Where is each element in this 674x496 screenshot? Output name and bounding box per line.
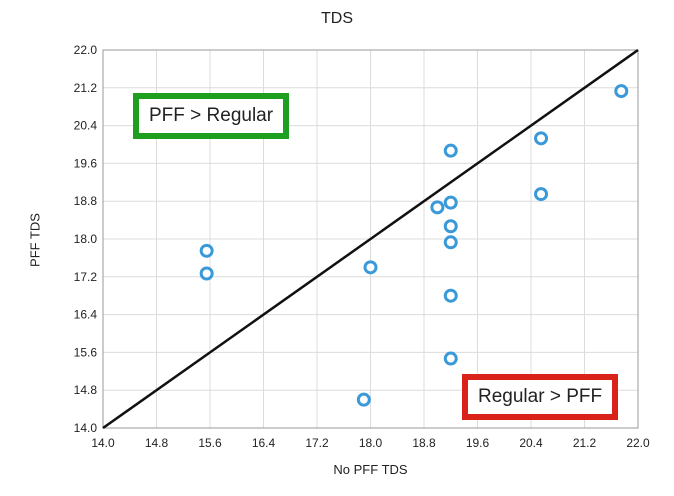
y-tick-label: 21.2 (74, 81, 98, 95)
reference-line (102, 48, 639, 430)
y-tick-label: 20.4 (74, 119, 98, 133)
scatter-point (614, 84, 629, 99)
y-tick-label: 19.6 (74, 156, 98, 170)
y-tick-label: 17.2 (74, 270, 98, 284)
scatter-point (534, 131, 549, 146)
x-tick-label: 14.0 (91, 436, 115, 450)
scatter-point (199, 243, 214, 258)
y-tick-label: 22.0 (74, 43, 98, 57)
scatter-point (363, 260, 378, 275)
y-tick-label: 14.8 (74, 383, 98, 397)
scatter-point (443, 143, 458, 158)
x-axis-label: No PFF TDS (333, 462, 408, 477)
y-tick-label: 16.4 (74, 308, 98, 322)
x-tick-label: 20.4 (519, 436, 543, 450)
y-tick-label: 15.6 (74, 345, 98, 359)
scatter-point (356, 392, 371, 407)
axes: 14.0 14.8 15.6 16.4 17.2 18.0 18.8 19.6 20.4 21.2… (74, 43, 650, 450)
x-tick-label: 18.8 (412, 436, 436, 450)
scatter-point (534, 187, 549, 202)
annotation-regular-greater: Regular > PFF (462, 374, 619, 420)
y-tick-label: 18.8 (74, 194, 98, 208)
annotation-pff-greater: PFF > Regular (133, 93, 290, 139)
y-axis-label: PFF TDS (27, 213, 43, 267)
x-tick-label: 15.6 (198, 436, 222, 450)
scatter-point (443, 195, 458, 210)
data-points (199, 84, 629, 407)
reference-line-layer (102, 48, 639, 430)
x-tick-label: 14.8 (145, 436, 169, 450)
y-tick-label: 18.0 (74, 232, 98, 246)
x-tick-label: 18.0 (359, 436, 383, 450)
y-tick-label: 14.0 (74, 421, 98, 435)
scatter-point (430, 200, 445, 215)
plot-frame (102, 49, 639, 429)
x-tick-label: 16.4 (252, 436, 276, 450)
scatter-point (199, 266, 214, 281)
scatter-point (443, 288, 458, 303)
scatter-point (443, 235, 458, 250)
scatter-point (443, 351, 458, 366)
chart-title: TDS (321, 10, 353, 27)
x-tick-label: 19.6 (466, 436, 490, 450)
x-tick-label: 22.0 (626, 436, 650, 450)
x-tick-label: 17.2 (305, 436, 329, 450)
scatter-point (443, 219, 458, 234)
x-tick-label: 21.2 (573, 436, 597, 450)
